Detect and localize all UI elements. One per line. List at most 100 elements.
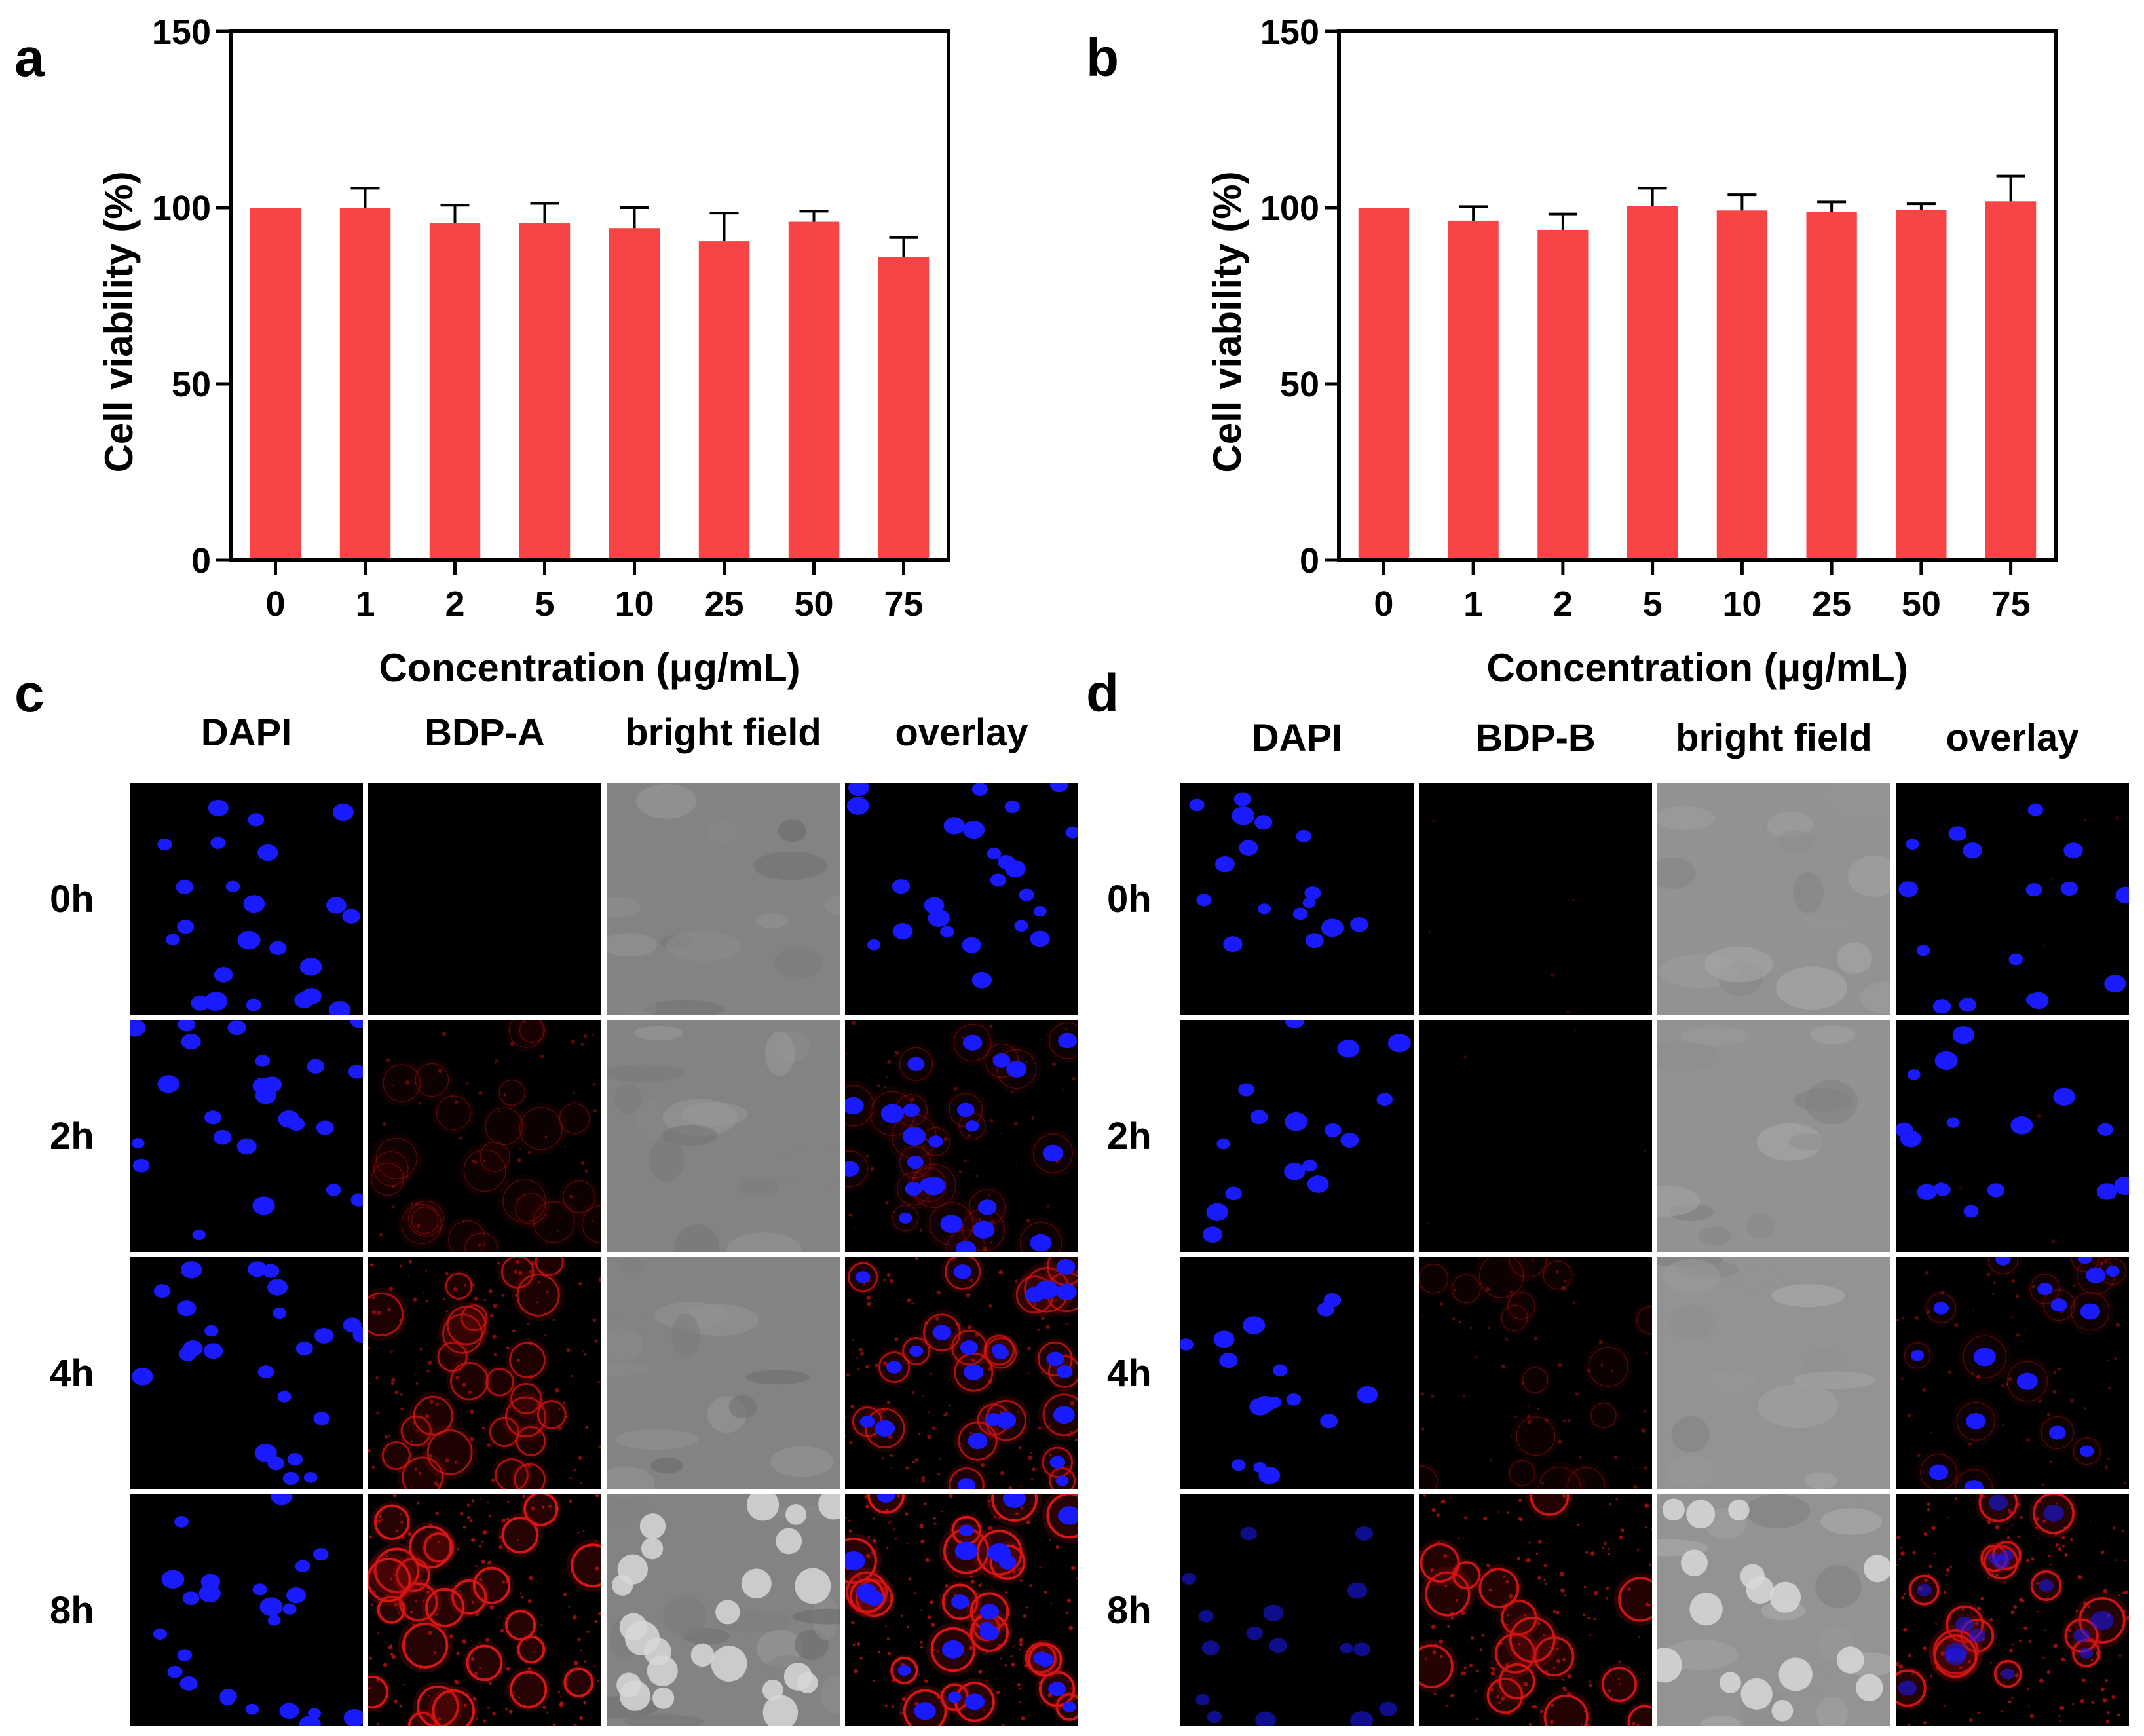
panel-letter-c: c: [14, 664, 45, 723]
plot-frame: [1337, 29, 2058, 562]
micrograph-overlay-4h: [845, 1257, 1078, 1489]
micrograph-overlay-2h: [1896, 1020, 2129, 1252]
x-tick-label: 10: [1722, 584, 1761, 624]
x-tick-label: 25: [704, 584, 743, 624]
bar: [1985, 201, 2037, 558]
micrograph-bdp-b-8h: [1419, 1494, 1652, 1726]
y-tick-label: 50: [1280, 365, 1319, 404]
bar: [609, 228, 660, 558]
x-tick-label: 50: [1902, 584, 1941, 624]
micrograph-dapi-0h: [130, 783, 363, 1015]
panel-letter-d: d: [1086, 664, 1119, 723]
x-tick-label: 0: [1374, 584, 1393, 624]
x-tick-label: 50: [794, 584, 833, 624]
column-label: overlay: [1946, 717, 2079, 759]
row-label: 4h: [1107, 1352, 1152, 1395]
micrograph-bdp-a-0h: [368, 783, 601, 1015]
column-label: BDP-A: [424, 711, 545, 754]
micrograph-dapi-4h: [1180, 1257, 1414, 1489]
bar: [1896, 210, 1947, 558]
row-label: 0h: [50, 878, 94, 920]
micrograph-bdp-a-4h: [368, 1257, 601, 1489]
row-label: 2h: [1107, 1115, 1152, 1158]
x-tick-label: 1: [355, 584, 375, 624]
bar: [429, 223, 481, 558]
panel-letter-b: b: [1086, 28, 1119, 88]
x-tick-label: 75: [884, 584, 923, 624]
y-tick-label: 150: [1260, 12, 1319, 52]
bar: [878, 257, 930, 558]
micrograph-overlay-8h: [1896, 1494, 2129, 1726]
y-tick-label: 100: [1260, 189, 1319, 228]
micrograph-overlay-0h: [1896, 783, 2129, 1015]
row-label: 4h: [50, 1352, 94, 1395]
row-label: 0h: [1107, 878, 1152, 920]
x-tick-label: 0: [265, 584, 285, 624]
bar: [698, 241, 750, 558]
micrograph-dapi-2h: [130, 1020, 363, 1252]
row-label: 8h: [1107, 1589, 1152, 1632]
micrograph-bright-field-8h: [607, 1494, 840, 1726]
bar: [1627, 206, 1678, 558]
micrograph-overlay-2h: [845, 1020, 1078, 1252]
micrograph-overlay-0h: [845, 783, 1078, 1015]
column-label: DAPI: [200, 711, 292, 754]
y-tick-label: 50: [172, 365, 211, 404]
x-tick-label: 1: [1463, 584, 1483, 624]
column-label: bright field: [625, 711, 821, 754]
x-tick-label: 75: [1991, 584, 2031, 624]
x-axis-label: Concentration (μg/mL): [379, 646, 800, 690]
x-tick-label: 2: [445, 584, 464, 624]
micrograph-bright-field-8h: [1657, 1494, 1890, 1726]
micrograph-overlay-8h: [845, 1494, 1078, 1726]
micrograph-bright-field-0h: [607, 783, 840, 1015]
micrograph-bright-field-0h: [1657, 783, 1890, 1015]
column-label: overlay: [895, 711, 1028, 754]
micrograph-bdp-a-2h: [368, 1020, 601, 1252]
bar: [1448, 220, 1499, 558]
micrograph-bright-field-2h: [1657, 1020, 1890, 1252]
x-axis-label: Concentration (μg/mL): [1486, 646, 1908, 690]
micrograph-bright-field-4h: [607, 1257, 840, 1489]
panel-letter-a: a: [14, 28, 45, 88]
micrograph-dapi-8h: [130, 1494, 363, 1726]
x-tick-label: 5: [1643, 584, 1663, 624]
x-tick-label: 5: [535, 584, 554, 624]
bar: [788, 221, 840, 558]
bar: [1716, 210, 1768, 559]
micrograph-dapi-0h: [1180, 783, 1414, 1015]
column-label: BDP-B: [1475, 717, 1596, 759]
bar: [519, 223, 571, 558]
micrograph-bdp-a-8h: [368, 1494, 601, 1726]
y-axis-label: Cell viability (%): [97, 171, 141, 472]
x-tick-label: 2: [1553, 584, 1573, 624]
micrograph-dapi-8h: [1180, 1494, 1414, 1726]
micrograph-overlay-4h: [1896, 1257, 2129, 1489]
bar: [1806, 212, 1857, 558]
plot-frame: [229, 29, 950, 562]
micrograph-dapi-2h: [1180, 1020, 1414, 1252]
y-tick-label: 100: [152, 189, 211, 228]
micrograph-bright-field-2h: [607, 1020, 840, 1252]
micrograph-bdp-b-0h: [1419, 783, 1652, 1015]
x-tick-label: 10: [614, 584, 654, 624]
micrograph-dapi-4h: [130, 1257, 363, 1489]
y-tick-label: 150: [152, 12, 211, 52]
bar: [250, 208, 301, 558]
bar: [1537, 229, 1589, 558]
x-tick-label: 25: [1812, 584, 1851, 624]
y-tick-label: 0: [1300, 541, 1319, 580]
row-label: 2h: [50, 1115, 94, 1158]
column-label: bright field: [1676, 717, 1872, 759]
bar: [1358, 208, 1410, 558]
micrograph-bdp-b-2h: [1419, 1020, 1652, 1252]
row-label: 8h: [50, 1589, 94, 1632]
bar: [339, 208, 391, 558]
micrograph-bright-field-4h: [1657, 1257, 1890, 1489]
y-tick-label: 0: [191, 541, 211, 580]
column-label: DAPI: [1251, 717, 1343, 759]
micrograph-bdp-b-4h: [1419, 1257, 1652, 1489]
y-axis-label: Cell viability (%): [1205, 171, 1249, 472]
